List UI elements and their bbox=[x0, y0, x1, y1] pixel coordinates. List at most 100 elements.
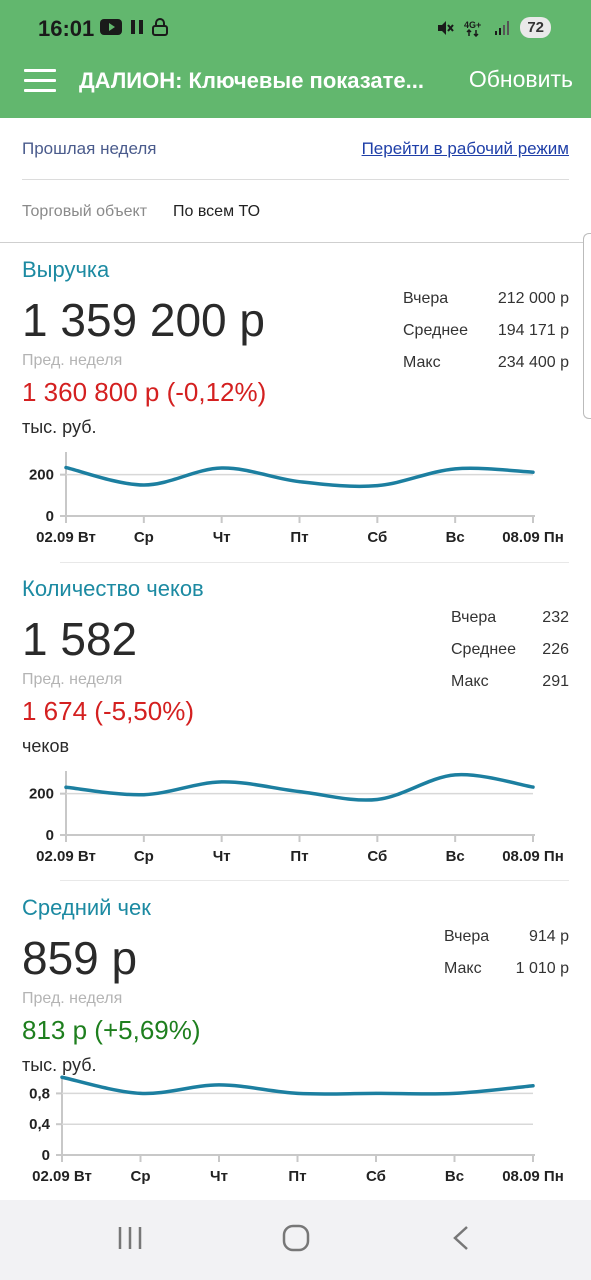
stat-row: Среднее 226 bbox=[451, 639, 569, 671]
stat-value: 1 010 р bbox=[515, 960, 569, 977]
x-tick-label: 08.09 Пн bbox=[502, 848, 564, 865]
x-tick-label: Чт bbox=[213, 848, 231, 865]
data-point bbox=[298, 790, 301, 794]
x-tick-label: 08.09 Пн bbox=[502, 1168, 564, 1185]
x-tick-label: Вс bbox=[446, 848, 465, 865]
youtube-icon bbox=[100, 19, 122, 35]
home-icon[interactable] bbox=[282, 1224, 310, 1252]
data-point bbox=[217, 1083, 221, 1087]
divider bbox=[22, 179, 569, 180]
system-nav-bar bbox=[0, 1200, 591, 1280]
stat-row: Среднее 194 171 р bbox=[403, 320, 569, 352]
x-tick-label: Чт bbox=[213, 529, 231, 546]
work-mode-link[interactable]: Перейти в рабочий режим bbox=[361, 139, 569, 158]
x-tick-label: Сб bbox=[367, 529, 387, 546]
stat-label: Среднее bbox=[451, 641, 516, 658]
data-point bbox=[298, 480, 301, 484]
x-tick-label: Ср bbox=[131, 1168, 151, 1185]
stat-row: Макс 234 400 р bbox=[403, 352, 569, 384]
x-tick-label: Сб bbox=[366, 1168, 386, 1185]
x-tick-label: 02.09 Вт bbox=[36, 529, 96, 546]
mute-icon bbox=[438, 20, 455, 35]
stat-value: 226 bbox=[542, 641, 569, 658]
network-4g-icon: 4G+ bbox=[464, 20, 482, 37]
x-tick-label: Чт bbox=[210, 1168, 228, 1185]
kpi-title: Количество чеков bbox=[22, 576, 204, 601]
data-point bbox=[220, 780, 224, 784]
stat-label: Макс bbox=[451, 673, 489, 690]
data-point bbox=[64, 785, 68, 789]
data-point bbox=[220, 466, 224, 470]
x-tick-label: Ср bbox=[134, 529, 154, 546]
stat-value: 291 bbox=[542, 673, 569, 690]
x-tick-label: 02.09 Вт bbox=[32, 1168, 92, 1185]
kpi-prev-value: 1 674 (-5,50%) bbox=[22, 696, 194, 726]
svg-text:4G+: 4G+ bbox=[464, 20, 481, 30]
kpi-stats: Вчера 212 000 р Среднее 194 171 р Макс 234 … bbox=[403, 288, 569, 384]
stat-label: Макс bbox=[403, 354, 441, 371]
status-time: 16:01 bbox=[38, 16, 95, 41]
kpi-prev-value: 1 360 800 р (-0,12%) bbox=[22, 377, 267, 407]
revenue-chart: 0 200 02.09 Вт Ср Чт Пт Сб Вс 08.09 Пн bbox=[29, 452, 564, 546]
average-receipt-chart: 0 0,4 0,8 02.09 Вт Ср Чт Пт Сб Вс 08.09 Пн bbox=[29, 1075, 564, 1185]
kpi-prev-label: Пред. неделя bbox=[22, 990, 123, 1007]
stat-label: Вчера bbox=[451, 609, 497, 626]
y-tick-label: 200 bbox=[29, 786, 54, 803]
series-line bbox=[60, 1075, 535, 1096]
kpi-title: Выручка bbox=[22, 257, 110, 282]
data-point bbox=[142, 793, 146, 797]
x-tick-label: Сб bbox=[367, 848, 387, 865]
data-point bbox=[296, 1091, 299, 1095]
kpi-unit: тыс. руб. bbox=[22, 1055, 97, 1075]
divider bbox=[0, 242, 591, 243]
series-line bbox=[64, 772, 535, 802]
kpi-prev-value: 813 р (+5,69%) bbox=[22, 1015, 201, 1045]
y-tick-label: 0 bbox=[46, 827, 54, 844]
object-selector[interactable]: По всем ТО bbox=[173, 203, 261, 220]
refresh-button[interactable]: Обновить bbox=[468, 66, 573, 92]
stat-value: 212 000 р bbox=[497, 290, 569, 307]
stat-row: Вчера 232 bbox=[451, 607, 569, 639]
stat-row: Макс 291 bbox=[451, 671, 569, 703]
back-icon[interactable] bbox=[450, 1224, 472, 1252]
menu-icon[interactable] bbox=[24, 69, 56, 93]
kpi-unit: чеков bbox=[22, 736, 70, 756]
x-tick-label: 08.09 Пн bbox=[502, 529, 564, 546]
recent-apps-icon[interactable] bbox=[116, 1224, 144, 1252]
pause-icon bbox=[131, 20, 143, 34]
data-point bbox=[375, 797, 379, 801]
stat-value: 194 171 р bbox=[497, 322, 569, 339]
data-point bbox=[531, 1084, 535, 1088]
app-bar: ДАЛИОН: Ключевые показате... Обновить bbox=[0, 44, 591, 118]
data-point bbox=[531, 785, 535, 789]
stat-label: Вчера bbox=[444, 928, 490, 945]
data-point bbox=[453, 773, 457, 777]
data-point bbox=[374, 1091, 378, 1095]
data-point bbox=[375, 484, 379, 488]
kpi-unit: тыс. руб. bbox=[22, 417, 97, 437]
x-tick-label: Пт bbox=[290, 529, 308, 546]
x-tick-label: Ср bbox=[134, 848, 154, 865]
kpi-value: 1 359 200 р bbox=[22, 294, 266, 346]
lock-icon bbox=[152, 18, 168, 36]
y-tick-label: 200 bbox=[29, 467, 54, 484]
x-tick-label: Вс bbox=[446, 529, 465, 546]
stat-row: Макс 1 010 р bbox=[444, 958, 569, 990]
y-tick-label: 0,8 bbox=[29, 1085, 50, 1102]
data-point bbox=[139, 1091, 142, 1095]
kpi-stats: Вчера 914 р Макс 1 010 р bbox=[444, 926, 569, 990]
data-point bbox=[453, 467, 457, 471]
stat-label: Макс bbox=[444, 960, 482, 977]
scrollbar[interactable] bbox=[583, 233, 591, 419]
kpi-value: 859 р bbox=[22, 932, 138, 984]
stat-label: Вчера bbox=[403, 290, 449, 307]
signal-icon bbox=[495, 20, 510, 35]
kpi-value: 1 582 bbox=[22, 613, 138, 665]
receipts-chart: 0 200 02.09 Вт Ср Чт Пт Сб Вс 08.09 Пн bbox=[29, 771, 564, 865]
x-tick-label: Пт bbox=[290, 848, 308, 865]
battery-indicator: 72 bbox=[520, 17, 551, 38]
y-tick-label: 0,4 bbox=[29, 1116, 51, 1133]
period-selector[interactable]: Прошлая неделя bbox=[22, 139, 157, 158]
app-title: ДАЛИОН: Ключевые показате... bbox=[79, 68, 425, 93]
stat-value: 914 р bbox=[528, 928, 569, 945]
